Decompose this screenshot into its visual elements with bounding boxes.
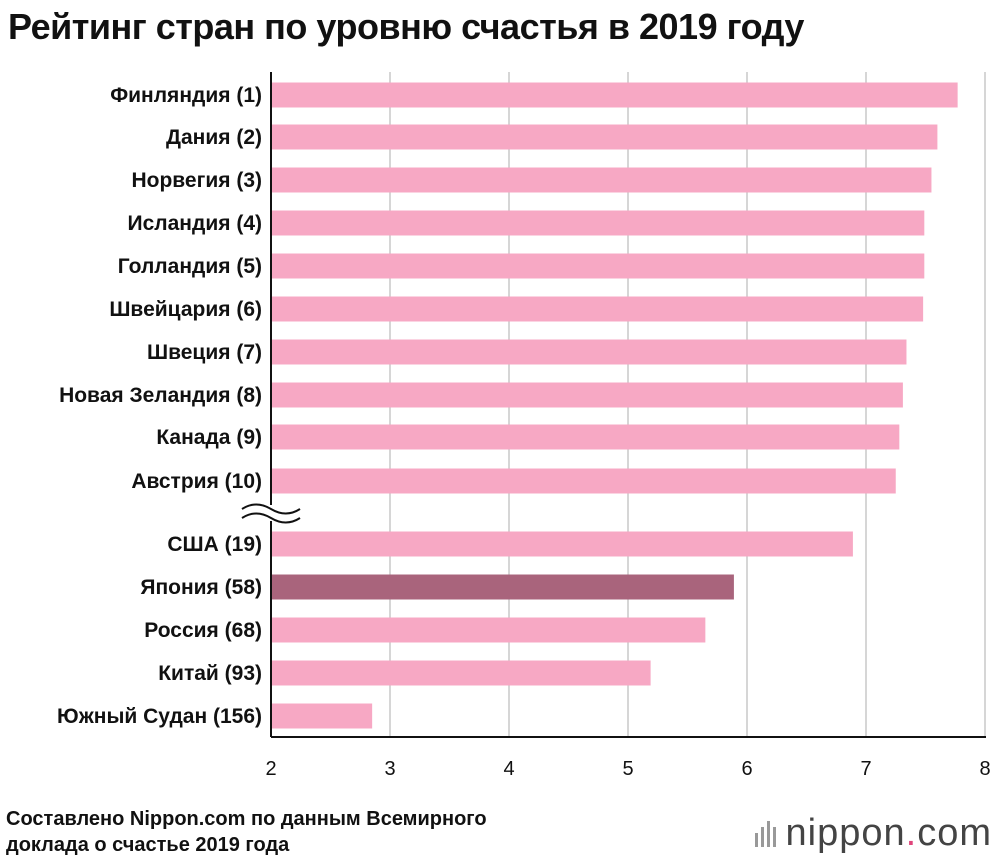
logo-mark-icon: [754, 820, 776, 847]
bar: [272, 167, 932, 193]
x-axis-ticks: 2 3 4 5 6 7 8: [265, 758, 990, 780]
x-tick-label: 3: [384, 758, 395, 780]
category-label: Норвегия (3): [131, 169, 262, 192]
bar: [272, 703, 373, 729]
source-note: Составлено Nippon.com по данным Всемирно…: [6, 806, 487, 858]
category-label: Австрия (10): [131, 470, 262, 493]
category-label: Голландия (5): [118, 255, 262, 278]
category-label: Швеция (7): [147, 341, 262, 364]
axis-break-mark: [241, 503, 301, 524]
x-tick-label: 8: [979, 758, 990, 780]
axis-break-gap: [241, 505, 301, 521]
category-label: Япония (58): [140, 576, 262, 599]
category-label: Исландия (4): [128, 212, 262, 235]
category-label: США (19): [167, 533, 262, 556]
bar: [272, 382, 903, 408]
bar: [272, 660, 651, 686]
category-label: Дания (2): [166, 126, 262, 149]
chart-title: Рейтинг стран по уровню счастья в 2019 г…: [8, 6, 804, 47]
category-labels: Финляндия (1) Дания (2) Норвегия (3) Исланд…: [57, 84, 262, 728]
x-tick-label: 6: [741, 758, 752, 780]
bar: [272, 82, 958, 108]
source-line-1: Составлено Nippon.com по данным Всемирно…: [6, 808, 487, 830]
x-tick-label: 7: [860, 758, 871, 780]
bar: [272, 253, 925, 279]
category-label: Финляндия (1): [110, 84, 262, 107]
bar: [272, 468, 896, 494]
category-label: Новая Зеландия (8): [59, 384, 262, 407]
category-label: Россия (68): [144, 619, 262, 642]
logo-text: nippon.com: [785, 812, 992, 854]
bar: [272, 574, 734, 600]
x-tick-label: 5: [622, 758, 633, 780]
bar: [272, 296, 924, 322]
bar: [272, 339, 907, 365]
category-label: Канада (9): [156, 426, 262, 449]
x-tick-label: 4: [503, 758, 514, 780]
bar: [272, 424, 900, 450]
x-tick-label: 2: [265, 758, 276, 780]
category-label: Швейцария (6): [109, 298, 262, 321]
bar: [272, 531, 853, 557]
source-line-2: доклада о счастье 2019 года: [6, 834, 290, 856]
bar-chart: Финляндия (1) Дания (2) Норвегия (3) Исланд…: [57, 72, 991, 780]
bar: [272, 617, 706, 643]
nippon-logo: nippon.com: [754, 812, 992, 855]
bar: [272, 210, 925, 236]
bars: [272, 82, 958, 729]
category-label: Южный Судан (156): [57, 705, 262, 728]
category-label: Китай (93): [158, 662, 262, 685]
bar: [272, 124, 938, 150]
